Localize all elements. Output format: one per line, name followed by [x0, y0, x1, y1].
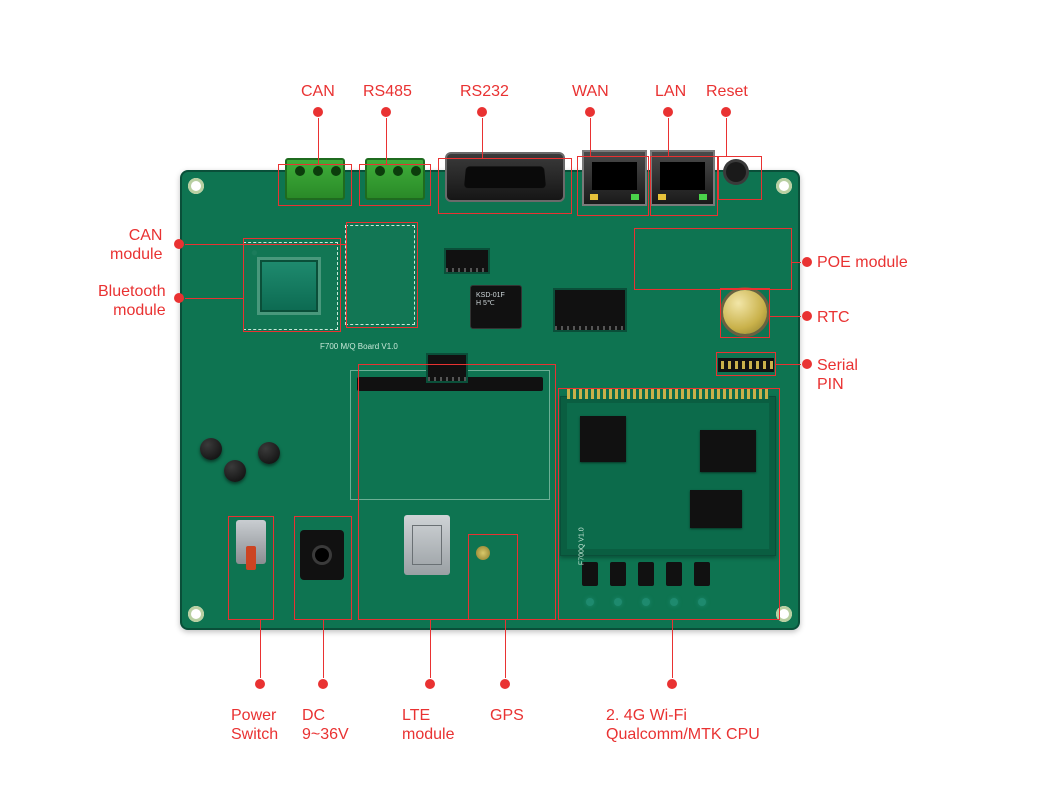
callout-dc-dot — [318, 679, 328, 689]
callout-cpu-leader — [672, 620, 673, 678]
callout-serial-pin-label: Serial PIN — [817, 356, 858, 394]
mounting-hole — [776, 178, 792, 194]
callout-poe-leader — [792, 262, 801, 263]
callout-lan-label: LAN — [655, 82, 686, 101]
reg3 — [446, 250, 488, 272]
callout-rs485-leader — [386, 118, 387, 164]
callout-serial-pin-dot — [802, 359, 812, 369]
callout-poe-dot — [802, 257, 812, 267]
callout-bt-module-dot — [174, 293, 184, 303]
callout-rtc-label: RTC — [817, 308, 850, 327]
callout-poe-label: POE module — [817, 253, 908, 272]
silkscreen-text: KSD-01F H 5℃ — [476, 292, 505, 309]
callout-dc-box — [294, 516, 352, 620]
callout-pwr-switch-box — [228, 516, 274, 620]
silkscreen-text: F700 M/Q Board V1.0 — [320, 342, 398, 352]
callout-rtc-dot — [802, 311, 812, 321]
callout-rs485-box — [359, 164, 431, 206]
callout-rs232-dot — [477, 107, 487, 117]
callout-serial-pin-leader — [776, 364, 801, 365]
cap3 — [258, 442, 280, 464]
callout-rs485-dot — [381, 107, 391, 117]
callout-gps-leader — [505, 620, 506, 678]
callout-serial-pin-box — [716, 352, 776, 376]
callout-rs232-leader — [482, 118, 483, 158]
callout-can-module-dot — [174, 239, 184, 249]
callout-gps-dot — [500, 679, 510, 689]
callout-lte-label: LTE module — [402, 706, 454, 744]
callout-lte-dot — [425, 679, 435, 689]
cap2 — [224, 460, 246, 482]
callout-pwr-switch-label: Power Switch — [231, 706, 278, 744]
callout-wan-box — [577, 156, 649, 216]
callout-cpu-dot — [667, 679, 677, 689]
callout-wan-label: WAN — [572, 82, 609, 101]
callout-can-label: CAN — [301, 82, 335, 101]
callout-lan-dot — [663, 107, 673, 117]
callout-can-module-label: CAN module — [110, 226, 162, 264]
callout-reset-label: Reset — [706, 82, 748, 101]
callout-cpu-box — [558, 388, 780, 620]
callout-poe-box — [634, 228, 792, 290]
callout-wan-dot — [585, 107, 595, 117]
callout-rs232-label: RS232 — [460, 82, 509, 101]
callout-lan-leader — [668, 118, 669, 156]
callout-reset-leader — [726, 118, 727, 156]
callout-rtc-leader — [770, 316, 801, 317]
callout-bt-module-leader — [185, 298, 243, 299]
callout-reset-dot — [721, 107, 731, 117]
callout-wan-leader — [590, 118, 591, 156]
callout-can-module-box — [346, 222, 418, 328]
callout-bt-module-label: Bluetooth module — [98, 282, 166, 320]
mounting-hole — [188, 606, 204, 622]
mounting-hole — [188, 178, 204, 194]
callout-cpu-label: 2. 4G Wi-Fi Qualcomm/MTK CPU — [606, 706, 760, 744]
callout-lte-box — [358, 364, 556, 620]
callout-rs232-box — [438, 158, 572, 214]
reg2 — [555, 290, 625, 330]
callout-can-leader — [318, 118, 319, 164]
cap1 — [200, 438, 222, 460]
callout-rtc-box — [720, 288, 770, 338]
callout-can-dot — [313, 107, 323, 117]
callout-reset-box — [718, 156, 762, 200]
callout-can-box — [278, 164, 352, 206]
callout-pwr-switch-dot — [255, 679, 265, 689]
callout-lte-leader — [430, 620, 431, 678]
callout-pwr-switch-leader — [260, 620, 261, 678]
callout-lan-box — [650, 156, 718, 216]
callout-gps-label: GPS — [490, 706, 524, 725]
callout-dc-leader — [323, 620, 324, 678]
callout-gps-box — [468, 534, 518, 620]
callout-rs485-label: RS485 — [363, 82, 412, 101]
callout-bt-module-box — [243, 238, 341, 332]
callout-dc-label: DC 9~36V — [302, 706, 349, 744]
